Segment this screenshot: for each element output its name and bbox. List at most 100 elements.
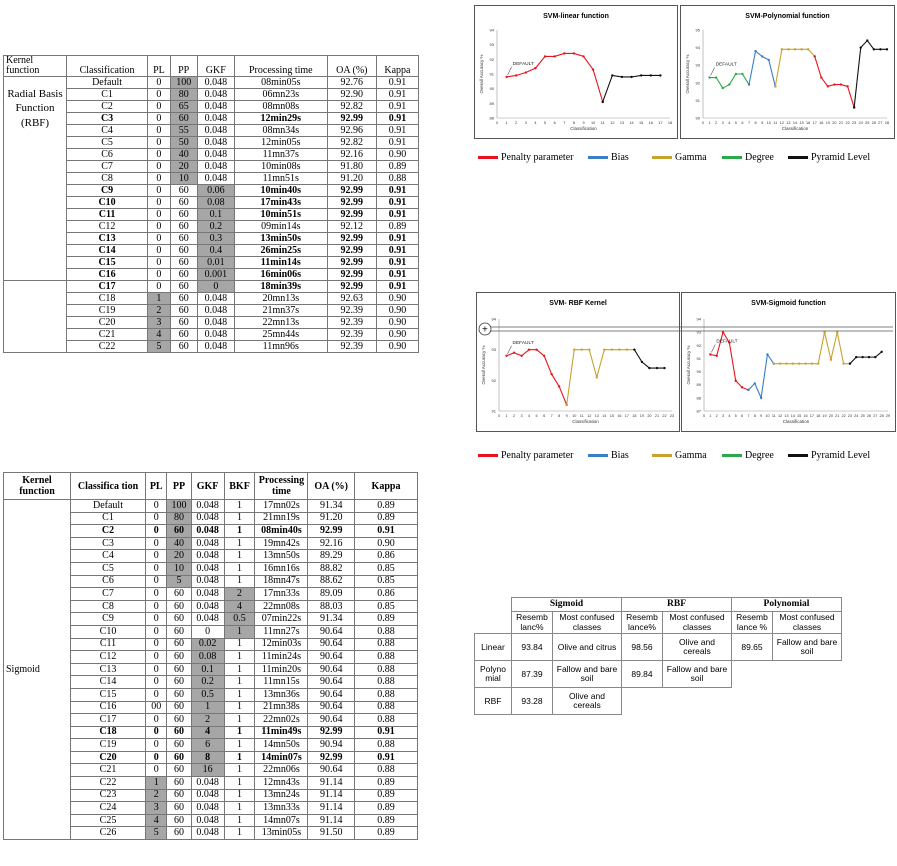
- table-cell: Fallow and bare soil: [772, 633, 842, 662]
- table-cell: 92.99: [307, 725, 355, 740]
- table-cell: 89.84: [621, 660, 663, 689]
- x-tick-label: 29: [886, 414, 890, 418]
- y-axis-label: Overall Accuracy %: [686, 345, 691, 384]
- series-line: [814, 56, 855, 108]
- table-cell: 0.89: [354, 801, 418, 815]
- table-cell: 1: [223, 675, 256, 689]
- table-row: Radial Basis Function (RBF) Default 0 100 0.…: [3, 76, 420, 281]
- data-point: [885, 48, 889, 51]
- table-cell: 60: [166, 587, 192, 601]
- y-tick-label: 91: [490, 72, 495, 77]
- data-point: [573, 348, 576, 351]
- table-cell: 2: [144, 788, 168, 803]
- table-cell: C10: [70, 624, 146, 639]
- legend-label: Pyramid Level: [811, 450, 871, 461]
- data-point: [754, 49, 757, 53]
- table-row: C20 3 60 0.048 22mn13s 92.39 0.90: [4, 316, 420, 329]
- table-cell: 1: [223, 813, 256, 828]
- table-cell: 0.08: [196, 196, 235, 209]
- table-cell: 21mn37s: [233, 304, 328, 317]
- table-cell: 0.91: [375, 244, 420, 257]
- table-cell: 10min51s: [233, 208, 328, 221]
- table-cell: 60: [169, 244, 198, 257]
- table-cell: 0: [147, 220, 171, 233]
- header-oa: OA (%): [326, 55, 377, 77]
- header-pp: PP: [169, 55, 198, 77]
- annotation-arrow: [711, 344, 716, 353]
- table-cell: 60: [169, 112, 198, 125]
- table-cell: 2: [223, 587, 256, 601]
- table-cell: 0.86: [354, 549, 418, 563]
- data-point: [760, 55, 764, 58]
- header-kappa: Kappa: [375, 55, 420, 77]
- x-tick-label: 17: [658, 121, 662, 125]
- table-cell: 1: [223, 511, 256, 526]
- table-cell: 0.90: [375, 304, 420, 317]
- x-tick-label: 5: [536, 414, 538, 418]
- x-tick-label: 13: [786, 121, 790, 125]
- y-tick-label: 95: [696, 28, 701, 33]
- table-cell: 0.90: [354, 536, 418, 551]
- legend-line-icon: [588, 454, 608, 458]
- table-cell: 92.96: [326, 124, 377, 137]
- x-tick-label: 21: [839, 121, 843, 125]
- table-cell: 0.86: [354, 587, 418, 601]
- table-cell: C5: [65, 136, 149, 149]
- table-cell: 0.048: [196, 292, 235, 305]
- table-cell: 0: [144, 713, 168, 727]
- data-point: [839, 83, 843, 86]
- table-cell: 1: [223, 713, 256, 727]
- table-cell: 60: [166, 599, 192, 614]
- data-point: [859, 46, 862, 49]
- table-cell: 91.50: [307, 826, 355, 841]
- data-point: [610, 348, 614, 351]
- table-cell: 90.64: [307, 662, 355, 677]
- table-cell: 0: [147, 280, 171, 293]
- data-point: [766, 353, 769, 356]
- table-cell: 60: [166, 801, 192, 815]
- confused-classes-header: Most confused classes: [552, 610, 622, 635]
- table-cell: 1: [223, 650, 256, 664]
- data-point: [833, 83, 836, 86]
- table-cell: 92.99: [326, 232, 377, 245]
- table-cell: 92.63: [326, 292, 377, 305]
- table-row: C24 3 60 0.048 1 13mn33s 91.14 0.89: [4, 801, 418, 815]
- data-point: [563, 52, 566, 55]
- x-tick-label: 27: [878, 121, 882, 125]
- legend-label: Pyramid Level: [811, 152, 871, 163]
- default-annotation: DEFAULT: [513, 340, 534, 346]
- table-cell: 0: [144, 587, 168, 601]
- x-axis-label: Classification: [783, 419, 810, 424]
- table-cell: 0.048: [190, 599, 225, 614]
- resemblance-header: Resemb lance %: [731, 610, 773, 635]
- table-cell: 0.048: [196, 340, 235, 353]
- legend-top: Penalty parameter Bias Gamma Degree Pyramid …: [478, 152, 893, 166]
- table-cell: 20mn13s: [233, 292, 328, 305]
- table-cell: C22: [65, 340, 149, 353]
- table-cell: 1: [223, 561, 256, 576]
- data-point: [649, 74, 652, 77]
- table-cell: 0.048: [196, 172, 235, 185]
- x-tick-label: 14: [791, 414, 795, 418]
- table-cell: Olive and cereals: [662, 633, 732, 662]
- table-cell: 91.34: [307, 499, 355, 513]
- data-point: [515, 74, 518, 77]
- table-cell: 0: [147, 112, 171, 125]
- x-tick-label: 5: [544, 121, 546, 125]
- table-cell: 0.048: [196, 148, 235, 161]
- x-tick-label: 6: [543, 414, 545, 418]
- table-cell: 92.82: [326, 100, 377, 113]
- resemblance-header: Resemb lance%: [621, 610, 663, 635]
- table-cell: C16: [65, 268, 149, 281]
- table-row: C18 1 60 0.048 20mn13s 92.63 0.90: [4, 292, 420, 305]
- table-cell: 22mn08s: [254, 599, 309, 614]
- table-cell: 0.048: [196, 136, 235, 149]
- data-point: [580, 348, 583, 351]
- x-tick-label: 22: [841, 414, 845, 418]
- x-tick-label: 20: [829, 414, 833, 418]
- table-cell: 0: [147, 100, 171, 113]
- table-cell: 00: [144, 700, 168, 715]
- table-cell: 11mn37s: [233, 148, 328, 161]
- table-cell: 11min14s: [233, 256, 328, 269]
- x-tick-label: 27: [873, 414, 877, 418]
